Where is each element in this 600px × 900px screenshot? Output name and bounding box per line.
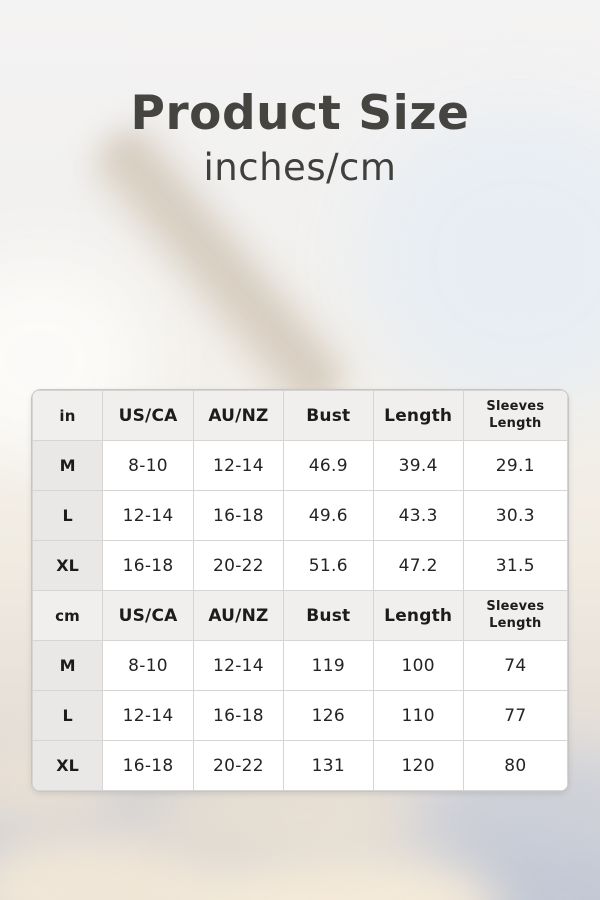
value-cell: 131 xyxy=(282,740,374,791)
unit-header-cell: in xyxy=(32,390,104,441)
value-cell: 12-14 xyxy=(193,440,284,491)
value-cell: 80 xyxy=(462,740,568,791)
column-header-cell: Sleeves Length xyxy=(462,590,568,641)
value-cell: 110 xyxy=(372,690,464,741)
size-label-cell: L xyxy=(32,690,104,741)
table-row: M 8-10 12-14 46.9 39.4 29.1 xyxy=(32,440,568,491)
column-header-cell: US/CA xyxy=(102,390,195,441)
value-cell: 20-22 xyxy=(193,740,284,791)
size-table-body: in US/CA AU/NZ Bust Length Sleeves Length M 8-1… xyxy=(32,390,568,791)
value-cell: 39.4 xyxy=(372,440,464,491)
size-label-cell: M xyxy=(32,440,104,491)
value-cell: 43.3 xyxy=(372,490,464,541)
value-cell: 30.3 xyxy=(462,490,568,541)
table-row: XL 16-18 20-22 131 120 80 xyxy=(32,740,568,791)
column-header-cell: AU/NZ xyxy=(193,590,284,641)
page-title: Product Size xyxy=(130,86,470,141)
value-cell: 16-18 xyxy=(102,740,195,791)
value-cell: 31.5 xyxy=(462,540,568,591)
page-subtitle: inches/cm xyxy=(203,146,397,189)
value-cell: 8-10 xyxy=(102,640,195,691)
size-label-cell: M xyxy=(32,640,104,691)
value-cell: 120 xyxy=(372,740,464,791)
column-header-cell: Bust xyxy=(282,590,374,641)
value-cell: 29.1 xyxy=(462,440,568,491)
value-cell: 12-14 xyxy=(102,490,195,541)
value-cell: 20-22 xyxy=(193,540,284,591)
size-label-cell: XL xyxy=(32,540,104,591)
value-cell: 77 xyxy=(462,690,568,741)
table-header-row-cm: cm US/CA AU/NZ Bust Length Sleeves Length xyxy=(32,590,568,641)
value-cell: 126 xyxy=(282,690,374,741)
column-header-cell: Length xyxy=(372,390,464,441)
background-blue-sky-patch xyxy=(360,110,600,410)
value-cell: 74 xyxy=(462,640,568,691)
value-cell: 16-18 xyxy=(193,490,284,541)
column-header-cell: AU/NZ xyxy=(193,390,284,441)
value-cell: 119 xyxy=(282,640,374,691)
value-cell: 12-14 xyxy=(102,690,195,741)
value-cell: 8-10 xyxy=(102,440,195,491)
value-cell: 46.9 xyxy=(282,440,374,491)
size-label-cell: XL xyxy=(32,740,104,791)
column-header-cell: Bust xyxy=(282,390,374,441)
column-header-cell: US/CA xyxy=(102,590,195,641)
value-cell: 47.2 xyxy=(372,540,464,591)
unit-header-cell: cm xyxy=(32,590,104,641)
table-row: M 8-10 12-14 119 100 74 xyxy=(32,640,568,691)
table-header-row-in: in US/CA AU/NZ Bust Length Sleeves Length xyxy=(32,390,568,441)
table-row: L 12-14 16-18 49.6 43.3 30.3 xyxy=(32,490,568,541)
size-table-container: in US/CA AU/NZ Bust Length Sleeves Length M 8-1… xyxy=(31,389,569,792)
value-cell: 16-18 xyxy=(102,540,195,591)
value-cell: 12-14 xyxy=(193,640,284,691)
column-header-cell: Length xyxy=(372,590,464,641)
value-cell: 100 xyxy=(372,640,464,691)
value-cell: 16-18 xyxy=(193,690,284,741)
value-cell: 51.6 xyxy=(282,540,374,591)
table-row: XL 16-18 20-22 51.6 47.2 31.5 xyxy=(32,540,568,591)
value-cell: 49.6 xyxy=(282,490,374,541)
column-header-cell: Sleeves Length xyxy=(462,390,568,441)
size-table: in US/CA AU/NZ Bust Length Sleeves Length M 8-1… xyxy=(32,390,568,791)
size-label-cell: L xyxy=(32,490,104,541)
table-row: L 12-14 16-18 126 110 77 xyxy=(32,690,568,741)
